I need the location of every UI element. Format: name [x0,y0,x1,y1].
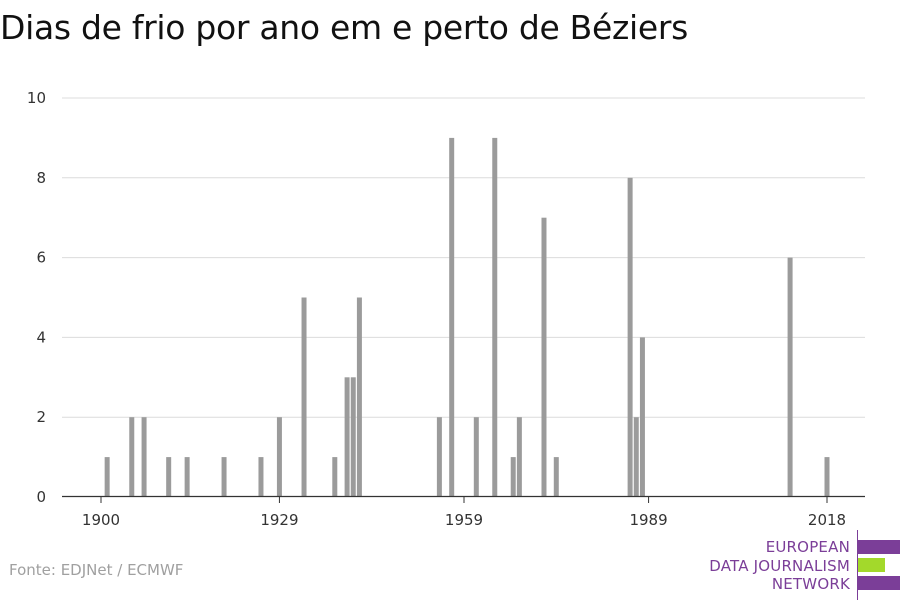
y-tick-label: 2 [36,408,46,426]
bar [356,297,362,497]
y-tick-label: 0 [36,488,46,506]
bar [627,177,633,498]
bar [436,417,442,497]
y-axis-ticks: 0 2 4 6 8 10 [27,89,46,506]
bars [104,137,830,498]
logo-bar-bottom [858,576,900,590]
logo-bar-top [858,540,900,554]
bar [344,377,350,497]
bar [492,137,498,497]
bar [104,457,110,497]
bar [449,137,455,497]
bar [276,417,282,497]
bar [824,457,830,497]
x-tick-label: 2018 [808,511,846,529]
y-tick-label: 10 [27,89,46,107]
x-tick-label: 1959 [445,511,483,529]
bar [221,457,227,497]
bar [516,417,522,497]
y-tick-label: 8 [36,169,46,187]
bar [633,417,639,497]
logo-bar-middle [858,558,885,572]
bar [129,417,135,497]
x-tick-label: 1989 [629,511,667,529]
bar [510,457,516,497]
bar [787,257,793,497]
x-tick-label: 1900 [82,511,120,529]
x-tick-label: 1929 [260,511,298,529]
logo-line-european: EUROPEAN [765,538,850,556]
logo-line-network: NETWORK [771,575,850,593]
bar [541,217,547,497]
bar [301,297,307,497]
x-axis-ticks: 1900 1929 1959 1989 2018 [82,497,846,529]
gridlines [62,97,865,418]
bar [332,457,338,497]
bar [473,417,479,497]
y-tick-label: 4 [36,328,46,346]
chart-title: Dias de frio por ano em e perto de Bézie… [0,8,689,47]
bar [350,377,356,497]
edjnet-logo[interactable]: EUROPEAN DATA JOURNALISM NETWORK [700,530,900,600]
bar [184,457,190,497]
bar [258,457,264,497]
y-tick-label: 6 [36,249,46,267]
bar [639,337,645,497]
source-note: Fonte: EDJNet / ECMWF [9,561,184,579]
bar [553,457,559,497]
bar [141,417,147,497]
bar [166,457,172,497]
logo-line-data-journalism: DATA JOURNALISM [709,557,850,575]
logo-divider [857,530,858,600]
